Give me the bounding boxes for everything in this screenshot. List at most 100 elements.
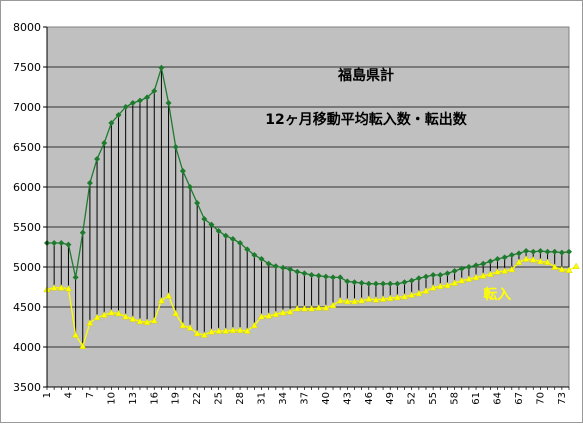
data-point-1 [187, 184, 194, 190]
data-point-1 [272, 263, 279, 270]
data-point-1 [301, 270, 308, 277]
data-point-2 [365, 295, 373, 302]
data-point-2 [136, 317, 144, 325]
data-point-1 [351, 279, 358, 286]
chart-title: 福島県計 [337, 67, 394, 84]
data-point-1 [194, 200, 201, 206]
x-tick-label: 46 [364, 392, 375, 405]
data-point-2 [508, 265, 516, 273]
data-point-1 [358, 280, 365, 286]
data-point-2 [265, 312, 273, 319]
data-point-1 [365, 280, 372, 287]
data-point-2 [558, 265, 566, 273]
x-tick-label: 16 [149, 392, 160, 405]
data-point-1 [58, 240, 65, 246]
data-point-2 [243, 327, 251, 334]
data-point-2 [400, 292, 409, 300]
data-point-2 [129, 315, 137, 322]
data-point-1 [494, 256, 501, 262]
axes: 3500 4000 4500 5000 5500 6000 6500 7000 7500 8000… [13, 21, 570, 405]
data-point-2 [293, 304, 301, 312]
data-point-1 [208, 221, 215, 228]
data-point-1 [465, 264, 472, 270]
data-point-2 [122, 312, 130, 320]
data-point-1 [422, 273, 429, 280]
data-point-2 [544, 258, 552, 265]
y-tick-label: 7500 [13, 61, 41, 74]
data-point-1 [258, 256, 265, 262]
data-point-1 [372, 280, 379, 287]
data-point-2 [479, 272, 487, 279]
gridlines [47, 66, 569, 348]
y-tick-label: 6500 [13, 141, 41, 154]
data-point-1 [515, 250, 522, 257]
data-point-2 [501, 267, 509, 274]
data-point-2 [143, 318, 151, 325]
data-point-2 [493, 268, 502, 275]
data-point-1 [566, 248, 572, 255]
x-tick-label: 37 [299, 392, 310, 405]
x-tick-label: 55 [428, 392, 439, 405]
data-point-1 [530, 248, 537, 255]
data-point-1 [51, 240, 58, 246]
data-point-1 [308, 272, 315, 278]
y-tick-label: 6000 [13, 181, 41, 194]
data-point-2 [472, 273, 480, 281]
data-point-1 [394, 280, 401, 287]
data-point-2 [186, 324, 194, 331]
data-point-2 [157, 296, 165, 304]
data-point-1 [501, 254, 508, 261]
data-point-2 [300, 304, 308, 312]
data-point-2 [429, 284, 437, 291]
data-point-2 [343, 297, 351, 305]
data-point-2 [350, 297, 359, 305]
data-point-1 [279, 264, 286, 271]
x-tick-label: 43 [342, 392, 353, 405]
data-point-1 [544, 248, 551, 255]
data-point-1 [451, 268, 458, 274]
data-point-2 [408, 291, 416, 298]
data-point-2 [100, 311, 108, 318]
data-point-1 [487, 258, 494, 265]
data-point-1 [251, 252, 258, 258]
x-tick-label: 31 [257, 392, 268, 405]
y-tick-label: 7000 [13, 101, 41, 114]
x-tick-label: 13 [128, 392, 139, 405]
data-point-1 [94, 156, 101, 162]
x-tick-label: 49 [385, 392, 396, 405]
data-point-1 [237, 240, 244, 246]
data-point-2 [236, 326, 244, 333]
data-point-2 [150, 316, 158, 324]
data-point-2 [322, 304, 330, 311]
data-point-1 [480, 260, 487, 267]
y-tick-label: 3500 [13, 381, 41, 394]
data-point-1 [437, 272, 444, 278]
data-point-1 [72, 274, 79, 281]
data-point-2 [443, 281, 451, 289]
data-point-2 [372, 296, 380, 303]
y-tick-label: 5500 [13, 221, 41, 234]
data-point-2 [222, 327, 230, 334]
data-point-2 [386, 294, 394, 301]
data-point-1 [86, 180, 93, 186]
data-point-2 [215, 327, 223, 334]
data-point-2 [358, 296, 366, 304]
data-point-2 [565, 266, 573, 273]
data-point-2 [250, 321, 258, 329]
data-point-2 [458, 276, 466, 284]
data-point-1 [101, 140, 108, 146]
data-point-2 [93, 313, 101, 321]
data-point-2 [451, 279, 459, 286]
x-tick-label: 28 [235, 392, 246, 405]
y-tick-label: 4500 [13, 301, 41, 314]
data-point-1 [158, 64, 165, 71]
data-point-1 [244, 246, 251, 253]
x-tick-label: 4 [63, 392, 74, 398]
data-point-1 [330, 274, 337, 281]
data-point-1 [430, 272, 437, 278]
data-point-1 [294, 268, 301, 275]
data-point-1 [65, 241, 72, 248]
data-point-1 [115, 112, 122, 118]
